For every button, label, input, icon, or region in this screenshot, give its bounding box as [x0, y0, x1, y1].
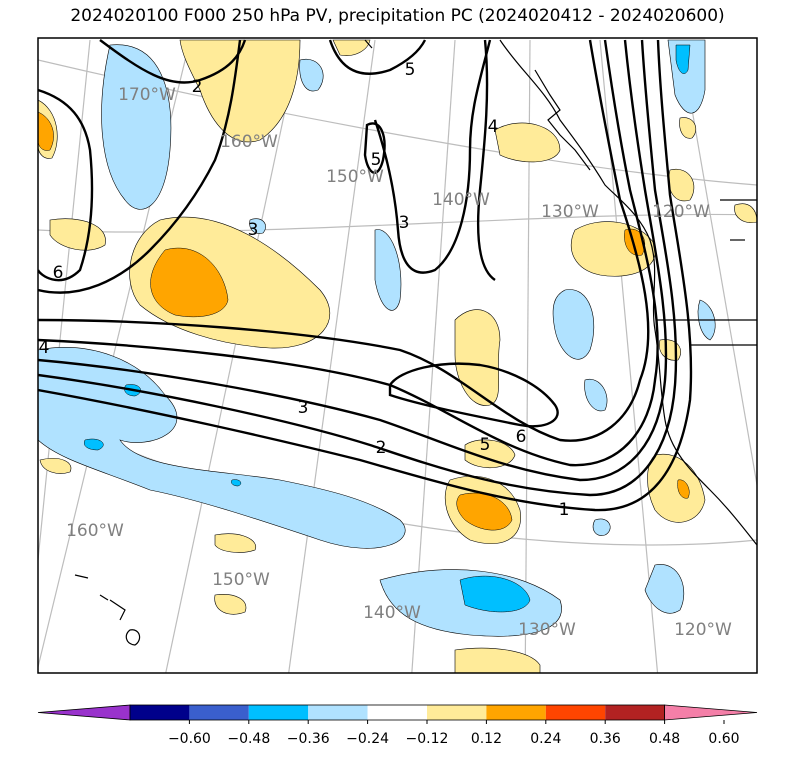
pv-contours: [38, 39, 693, 512]
lon-label: 150°W: [326, 167, 384, 187]
lon-label: 130°W: [518, 620, 576, 640]
lon-label: 120°W: [674, 620, 732, 640]
coastline: [74, 39, 757, 646]
colorbar-tick-label: 0.48: [649, 731, 680, 747]
colorbar-box: [308, 705, 368, 720]
contour-label: 3: [248, 220, 259, 240]
precip-strong-positive: [38, 111, 690, 531]
contour-label: 4: [39, 338, 50, 358]
contour-label: 2: [376, 438, 387, 458]
lon-label: 140°W: [363, 603, 421, 623]
colorbar-box: [248, 705, 309, 720]
lon-label: 160°W: [66, 521, 124, 541]
colorbar-tick-label: −0.60: [168, 731, 211, 747]
colorbar-tick-label: 0.60: [708, 731, 739, 747]
lon-label: 130°W: [541, 202, 599, 222]
lon-label: 140°W: [432, 190, 490, 210]
contour-label: 5: [371, 150, 382, 170]
map-title: 2024020100 F000 250 hPa PV, precipitatio…: [70, 6, 725, 26]
colorbar-box: [189, 705, 249, 720]
contour-label: 6: [516, 427, 527, 447]
contour-labels: 2 5 5 4 3 3 6 4 3 2 1 5 6: [39, 60, 570, 520]
colorbar-tick-label: −0.12: [406, 731, 449, 747]
colorbar-extend-low: [37, 704, 131, 721]
colorbar-box: [130, 705, 190, 720]
colorbar-tick-label: 0.36: [590, 731, 621, 747]
contour-label: 5: [480, 435, 491, 455]
colorbar-box: [367, 705, 427, 720]
contour-label: 3: [399, 213, 410, 233]
colorbar-box: [605, 705, 665, 720]
colorbar-tick-label: −0.36: [287, 731, 330, 747]
colorbar-box: [427, 705, 487, 720]
colorbar-tick-label: 0.12: [471, 731, 502, 747]
contour-label: 1: [559, 500, 570, 520]
contour-label: 4: [488, 117, 499, 137]
colorbar-extend-high: [664, 704, 758, 721]
colorbar-box: [486, 705, 546, 720]
colorbar-tick-label: −0.48: [227, 731, 270, 747]
lon-label: 170°W: [118, 85, 176, 105]
map-panel: 2 5 5 4 3 3 6 4 3 2 1 5 6 170°W 160°W 15…: [37, 37, 758, 674]
lon-label: 120°W: [652, 202, 710, 222]
longitude-labels: 170°W 160°W 150°W 140°W 130°W 120°W 160°…: [66, 85, 732, 640]
contour-label: 6: [53, 263, 64, 283]
colorbar-box: [545, 705, 606, 720]
contour-label: 3: [298, 398, 309, 418]
colorbar-tick-label: −0.24: [346, 731, 389, 747]
contour-label: 5: [405, 60, 416, 80]
colorbar-outline: [129, 704, 665, 721]
lon-label: 150°W: [212, 570, 270, 590]
contour-label: 2: [192, 77, 203, 97]
colorbar-tick-label: 0.24: [530, 731, 561, 747]
lon-label: 160°W: [220, 132, 278, 152]
